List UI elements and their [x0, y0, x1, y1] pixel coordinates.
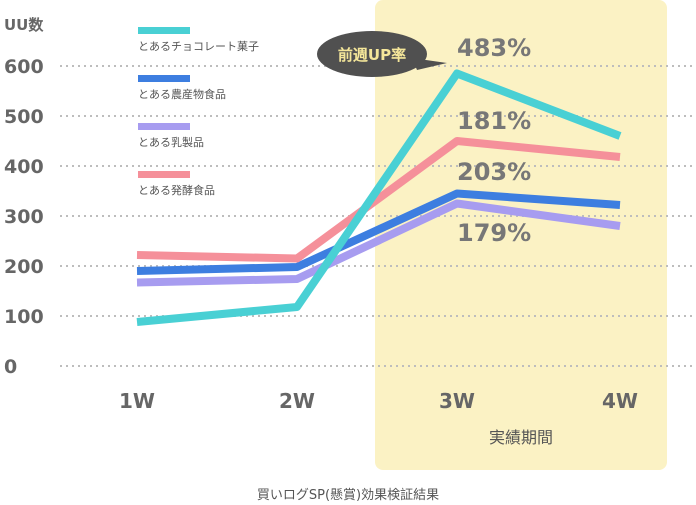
y-axis-label: UU数 [4, 16, 44, 34]
y-axis-ticks: 0 100 200 300 400 500 600 [4, 56, 44, 378]
growth-label: 179% [457, 219, 531, 247]
series-line [136, 69, 622, 326]
x-axis-ticks: 1W 2W 3W 4W [119, 389, 638, 413]
x-tick-label: 4W [602, 389, 638, 413]
legend-label: とある農産物食品 [138, 87, 226, 101]
legend-swatch [138, 123, 190, 130]
y-tick-label: 0 [4, 356, 17, 378]
y-tick-label: 400 [4, 156, 44, 178]
legend-swatch [138, 171, 190, 178]
x-tick-label: 3W [439, 389, 475, 413]
y-tick-label: 100 [4, 306, 44, 328]
y-tick-label: 200 [4, 256, 44, 278]
series-line [136, 137, 621, 263]
legend-label: とあるチョコレート菓子 [138, 40, 259, 53]
period-label: 実績期間 [489, 428, 553, 447]
x-tick-label: 1W [119, 389, 155, 413]
growth-label: 483% [457, 34, 531, 62]
series-line [136, 199, 621, 287]
growth-labels: 483% 181% 203% 179% [457, 34, 531, 247]
legend-label: とある乳製品 [138, 135, 204, 149]
callout-shape [317, 31, 427, 77]
highlight-band [375, 0, 667, 470]
y-tick-label: 300 [4, 206, 44, 228]
series-line [136, 189, 621, 275]
callout-text: 前週UP率 [338, 46, 406, 64]
y-tick-label: 600 [4, 56, 44, 78]
footer-caption: 買いログSP(懸賞)効果検証結果 [257, 488, 439, 503]
callout-bubble: 前週UP率 [317, 31, 447, 77]
series-lines [136, 69, 622, 326]
growth-label: 203% [457, 158, 531, 186]
legend-swatch [138, 27, 190, 34]
legend-swatch [138, 75, 190, 82]
y-tick-label: 500 [4, 106, 44, 128]
growth-label: 181% [457, 107, 531, 135]
x-tick-label: 2W [279, 389, 315, 413]
legend-label: とある発酵食品 [138, 183, 215, 197]
